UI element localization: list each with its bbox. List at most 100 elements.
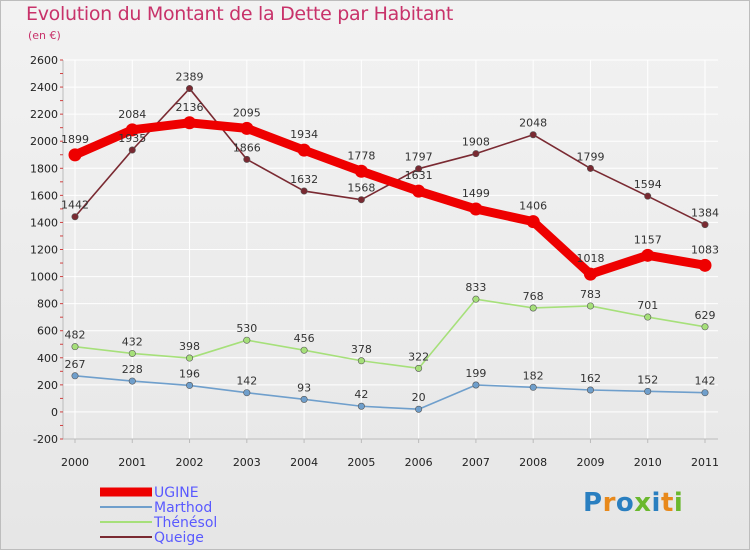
y-tick-label: 1000 [30, 271, 58, 284]
data-point-ugine [297, 143, 311, 157]
data-label-ugine: 2084 [118, 108, 146, 121]
data-point-queige [186, 85, 194, 93]
y-tick-label: 2200 [30, 108, 58, 121]
data-point-th-n-sol [71, 343, 79, 351]
chart-subtitle: (en €) [28, 29, 61, 42]
data-point-ugine [125, 123, 139, 137]
data-point-marthod [529, 383, 537, 391]
data-label-queige: 1632 [290, 173, 318, 186]
y-tick-label: 200 [37, 379, 58, 392]
data-label-marthod: 142 [695, 375, 716, 388]
data-label-th-n-sol: 530 [236, 322, 257, 335]
data-label-th-n-sol: 783 [580, 288, 601, 301]
logo-letter: x [634, 488, 652, 518]
x-tick-label: 2003 [233, 456, 261, 469]
y-tick-label: 400 [37, 352, 58, 365]
data-point-marthod [644, 387, 652, 395]
proxiti-logo: Proxiti [583, 488, 683, 518]
data-label-ugine: 2136 [176, 101, 204, 114]
data-point-marthod [128, 377, 136, 385]
data-label-queige: 1799 [576, 150, 604, 163]
data-point-queige [128, 146, 136, 154]
data-label-th-n-sol: 456 [294, 332, 315, 345]
data-label-queige: 1908 [462, 136, 490, 149]
data-point-ugine [354, 164, 368, 178]
series-line-marthod [74, 374, 706, 411]
data-point-queige [357, 196, 365, 204]
series-line-ugine [70, 118, 710, 279]
data-point-th-n-sol [300, 346, 308, 354]
x-tick-label: 2010 [634, 456, 662, 469]
data-point-th-n-sol [243, 336, 251, 344]
data-point-queige [529, 131, 537, 139]
logo-letter: r [602, 488, 616, 518]
data-label-th-n-sol: 629 [695, 309, 716, 322]
y-tick-label: 600 [37, 325, 58, 338]
x-tick-label: 2004 [290, 456, 318, 469]
data-label-th-n-sol: 701 [637, 299, 658, 312]
data-point-queige [701, 221, 709, 229]
data-label-queige: 1384 [691, 207, 719, 220]
x-tick-label: 2007 [462, 456, 490, 469]
data-label-th-n-sol: 833 [465, 281, 486, 294]
data-label-marthod: 267 [65, 358, 86, 371]
data-point-ugine [698, 258, 712, 272]
legend-label-queige: Queige [154, 530, 204, 546]
data-label-th-n-sol: 432 [122, 335, 143, 348]
data-point-queige [243, 155, 251, 163]
data-label-marthod: 162 [580, 372, 601, 385]
data-point-marthod [415, 405, 423, 413]
data-label-marthod: 152 [637, 373, 658, 386]
data-point-ugine [641, 248, 655, 262]
data-point-th-n-sol [128, 349, 136, 357]
data-point-ugine [412, 184, 426, 198]
series-line-queige [74, 87, 706, 226]
data-label-marthod: 182 [523, 369, 544, 382]
data-point-queige [644, 192, 652, 200]
data-point-queige [71, 213, 79, 221]
data-point-marthod [243, 389, 251, 397]
series-queige [71, 85, 709, 229]
data-point-marthod [357, 402, 365, 410]
y-tick-label: 2400 [30, 81, 58, 94]
data-point-ugine [526, 215, 540, 229]
logo-letter: i [651, 488, 661, 518]
data-point-marthod [71, 372, 79, 380]
data-label-queige: 1797 [405, 151, 433, 164]
data-point-th-n-sol [357, 357, 365, 365]
data-label-marthod: 42 [354, 388, 368, 401]
data-point-ugine [68, 148, 82, 162]
data-label-queige: 2389 [176, 71, 204, 84]
data-label-queige: 1866 [233, 141, 261, 154]
data-label-marthod: 196 [179, 367, 200, 380]
data-label-marthod: 199 [465, 367, 486, 380]
data-label-marthod: 228 [122, 363, 143, 376]
x-tick-label: 2002 [176, 456, 204, 469]
data-label-ugine: 1157 [634, 233, 662, 246]
data-point-ugine [469, 202, 483, 216]
y-tick-label: 800 [37, 298, 58, 311]
x-tick-label: 2006 [405, 456, 433, 469]
y-tick-label: 1600 [30, 189, 58, 202]
x-tick-label: 2000 [61, 456, 89, 469]
data-label-ugine: 1018 [576, 252, 604, 265]
data-point-th-n-sol [472, 295, 480, 303]
data-label-th-n-sol: 768 [523, 290, 544, 303]
data-label-queige: 1594 [634, 178, 662, 191]
data-label-queige: 1935 [118, 132, 146, 145]
data-point-marthod [472, 381, 480, 389]
data-point-queige [300, 187, 308, 195]
y-tick-label: 1200 [30, 244, 58, 257]
data-label-ugine: 1083 [691, 243, 719, 256]
data-label-ugine: 1406 [519, 200, 547, 213]
logo-letter: P [583, 488, 603, 518]
data-label-marthod: 20 [412, 391, 426, 404]
y-tick-label: 2000 [30, 135, 58, 148]
legend-label-ugine: UGINE [154, 485, 199, 501]
data-label-th-n-sol: 322 [408, 350, 429, 363]
data-point-ugine [183, 116, 197, 130]
data-point-marthod [701, 389, 709, 397]
series-line-th-n-sol [74, 298, 706, 370]
